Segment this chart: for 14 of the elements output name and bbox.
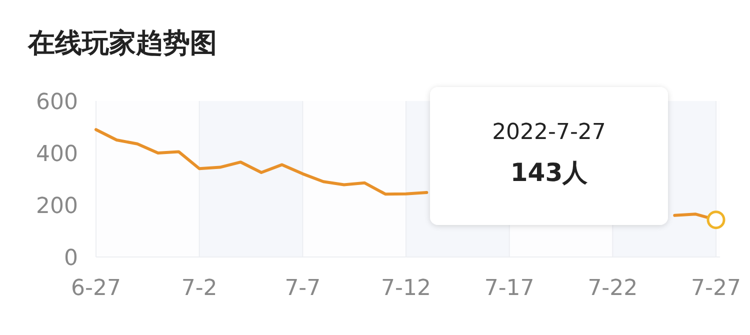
x-tick-label: 7-17 bbox=[484, 276, 534, 301]
y-tick-label: 600 bbox=[36, 90, 78, 115]
y-tick-label: 200 bbox=[36, 194, 78, 219]
x-tick-label: 7-27 bbox=[691, 276, 741, 301]
annotation: 2022-7-27 bbox=[492, 120, 606, 145]
x-tick-label: 7-7 bbox=[284, 276, 321, 301]
chart-title: 在线玩家趋势图 bbox=[27, 28, 217, 59]
x-tick-label: 6-27 bbox=[71, 276, 121, 301]
x-tick-label: 7-12 bbox=[381, 276, 431, 301]
y-tick-label: 0 bbox=[64, 246, 78, 271]
x-tick-label: 7-2 bbox=[181, 276, 218, 301]
x-tick-label: 7-22 bbox=[588, 276, 638, 301]
y-tick-label: 400 bbox=[36, 142, 78, 167]
annotation: 143人 bbox=[510, 158, 589, 187]
